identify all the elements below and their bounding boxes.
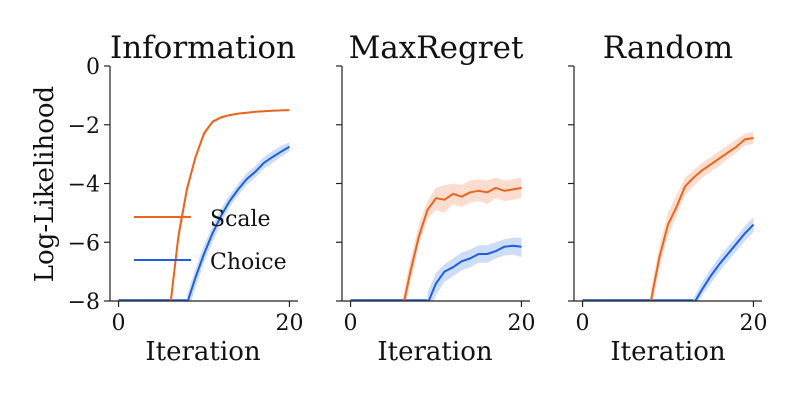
legend-label-choice: Choice xyxy=(210,250,287,275)
x-tick-label: 0 xyxy=(344,311,358,336)
y-tick-label: −4 xyxy=(68,173,100,198)
x-axis-label: Iteration xyxy=(145,337,260,367)
y-axis-label: Log-Likelihood xyxy=(30,86,60,282)
panel-maxregret: MaxRegret 0 20 Iteration xyxy=(336,30,535,367)
panel-title: Random xyxy=(603,30,733,66)
confidence-band-choice xyxy=(427,237,522,301)
series-line-scale xyxy=(649,137,754,301)
x-tick-label: 20 xyxy=(275,311,303,336)
x-tick-label: 0 xyxy=(576,311,590,336)
series-line-scale xyxy=(169,109,290,301)
panel-random: Random 0 20 Iteration xyxy=(568,30,767,367)
x-axis-label: Iteration xyxy=(377,337,492,367)
x-axis-label: Iteration xyxy=(610,337,725,367)
x-tick-label: 20 xyxy=(507,311,535,336)
x-tick-label: 0 xyxy=(112,311,126,336)
confidence-band-choice xyxy=(693,217,754,301)
y-tick-label: 0 xyxy=(86,55,100,80)
legend-label-scale: Scale xyxy=(210,207,271,232)
confidence-band-scale xyxy=(401,177,522,301)
y-tick-label: −6 xyxy=(68,231,100,256)
y-tick-label: −2 xyxy=(68,114,100,139)
series-line-scale xyxy=(403,186,522,301)
series-line-choice xyxy=(694,223,755,301)
y-tick-label: −8 xyxy=(68,290,100,315)
legend: Scale Choice xyxy=(134,207,287,275)
series-line-choice xyxy=(186,145,291,301)
panel-title: MaxRegret xyxy=(349,30,524,66)
x-tick-label: 20 xyxy=(739,311,767,336)
series-line-choice xyxy=(427,244,522,301)
panel-information: Information 0 −2 −4 −6 −8 0 20 Iteration xyxy=(68,30,304,367)
panel-title: Information xyxy=(110,30,296,66)
